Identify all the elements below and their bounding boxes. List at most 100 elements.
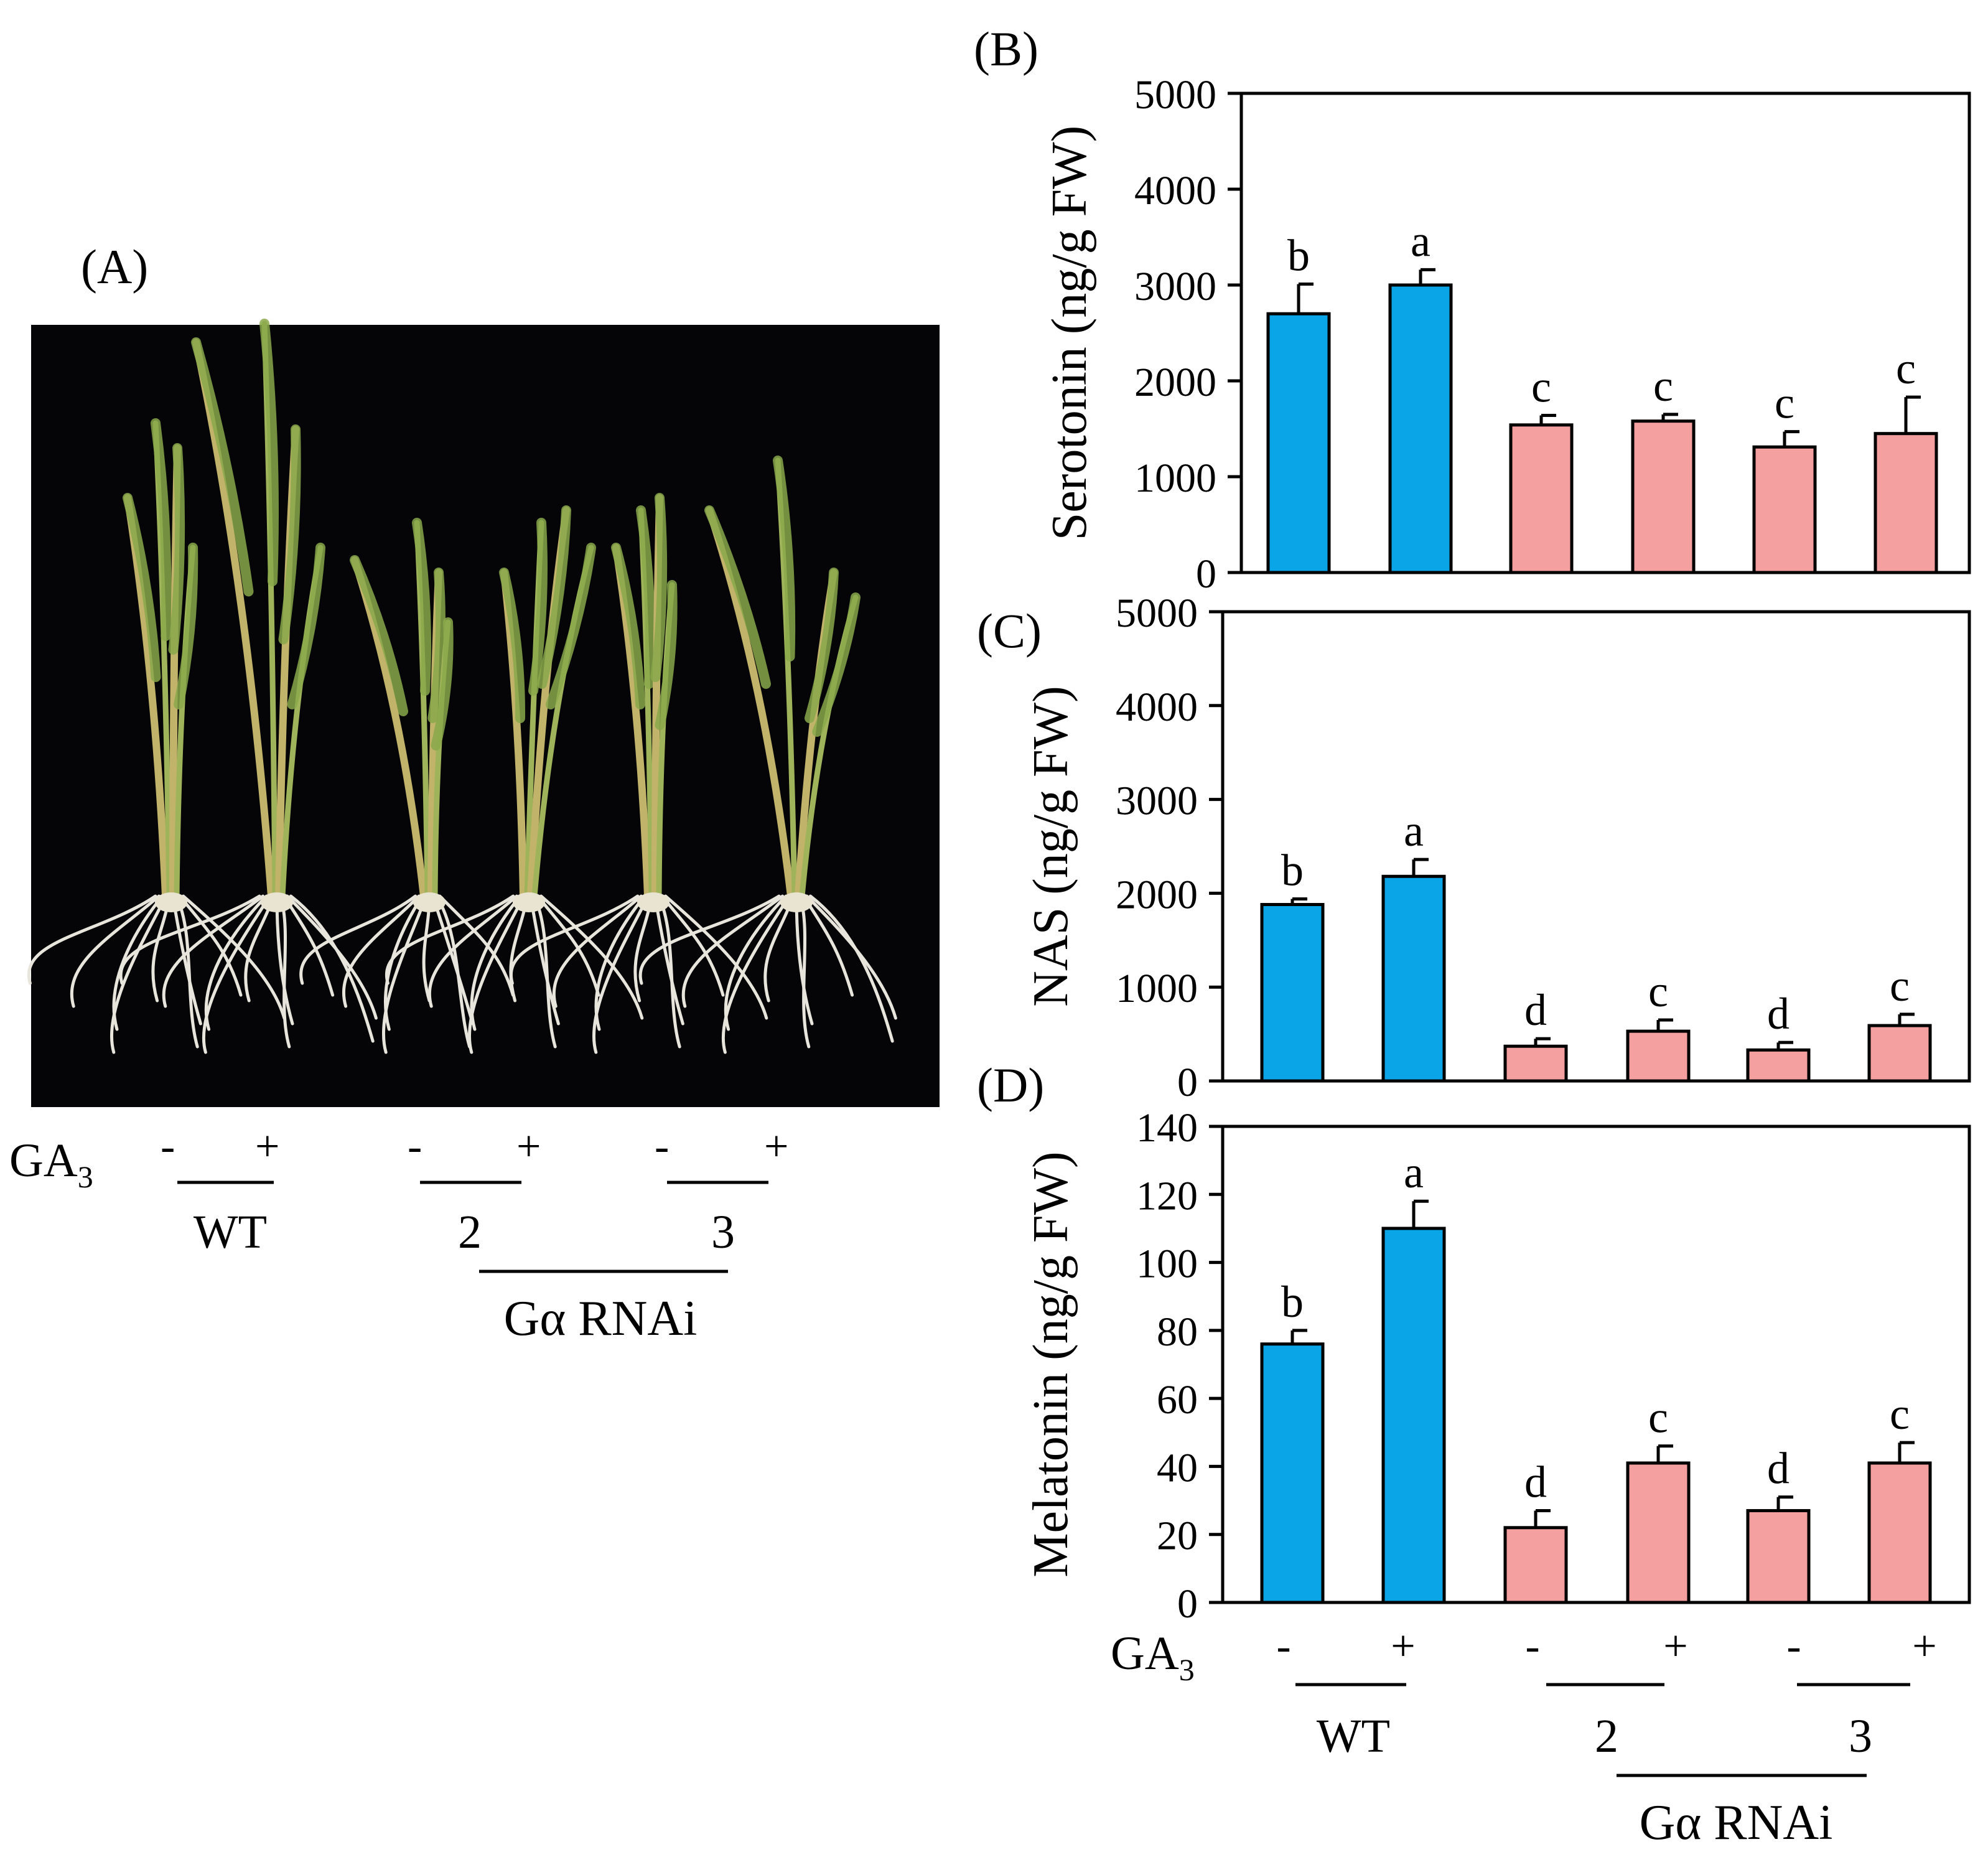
seedling (27, 418, 286, 1054)
y-tick-label: 3000 (1116, 779, 1198, 824)
significance-letter: b (1281, 845, 1304, 895)
y-axis-label: NAS (ng/g FW) (1024, 686, 1078, 1007)
significance-letter: d (1524, 1457, 1547, 1507)
x-sign-3: - (1525, 1622, 1539, 1670)
x-treatment-label: GA3 (1111, 1627, 1195, 1687)
bar (1503, 1526, 1568, 1604)
panel-a-minus-wt: - (161, 1123, 175, 1171)
bar (1626, 1461, 1691, 1604)
panel-a-plus-wt: + (255, 1123, 279, 1171)
panel-a-minus-3: - (655, 1123, 669, 1171)
bar (1260, 1342, 1325, 1604)
y-tick-label: 0 (1177, 1060, 1198, 1105)
significance-letter: b (1281, 1277, 1304, 1327)
y-tick-label: 80 (1157, 1309, 1198, 1355)
x-rnai-label: Gα RNAi (1640, 1795, 1833, 1850)
x-group-3: 3 (1849, 1710, 1872, 1762)
panel-a-group-3: 3 (711, 1206, 735, 1258)
y-tick-label: 4000 (1116, 685, 1198, 730)
significance-letter: c (1648, 1393, 1668, 1443)
x-sign-2: + (1391, 1622, 1415, 1670)
y-tick-label: 120 (1136, 1173, 1198, 1218)
panel-a-minus-2: - (408, 1123, 422, 1171)
significance-letter: c (1648, 966, 1668, 1016)
bar (1381, 1227, 1446, 1604)
seedling (119, 319, 378, 1054)
significance-letter: c (1775, 378, 1794, 428)
y-tick-label: 2000 (1116, 872, 1198, 917)
panel-a-label: (A) (81, 240, 148, 294)
panel-a-rnai-label: Gα RNAi (504, 1291, 698, 1346)
seedling (385, 505, 644, 1054)
x-axis-labels: GA3 - + - + - + WT 2 3 Gα RNAi (1111, 1622, 1937, 1850)
chart-serotonin: (B) 0 1000 2000 3000 4000 5000 Serotonin (ng/g … (974, 22, 1971, 597)
panel-a: (A) GA3 - + - + - + WT 2 3 Gα RNAi (9, 240, 940, 1346)
bar (1509, 423, 1574, 574)
significance-letter: b (1287, 230, 1310, 280)
bar (1746, 1048, 1811, 1083)
y-tick-label: 5000 (1134, 72, 1216, 118)
y-tick-label: 0 (1196, 551, 1216, 597)
plot-frame (1221, 1125, 1971, 1604)
bar (1503, 1044, 1568, 1083)
seedling (638, 456, 897, 1054)
bar (1626, 1029, 1691, 1083)
significance-letter: c (1890, 1389, 1910, 1439)
significance-letter: d (1524, 985, 1547, 1035)
significance-letter: d (1767, 1444, 1790, 1494)
y-tick-label: 1000 (1134, 456, 1216, 501)
significance-letter: c (1653, 361, 1673, 411)
y-axis-label: Serotonin (ng/g FW) (1042, 126, 1097, 541)
y-tick-label: 5000 (1116, 591, 1198, 636)
panel-a-plus-2: + (516, 1123, 541, 1171)
bar (1388, 283, 1453, 574)
significance-letter: c (1896, 344, 1916, 393)
panel-a-group-wt: WT (194, 1206, 267, 1258)
bar (1867, 1461, 1932, 1604)
panel-a-plus-3: + (764, 1123, 788, 1171)
panel-a-group-2: 2 (458, 1206, 482, 1258)
bar (1752, 445, 1817, 574)
significance-letter: c (1531, 362, 1551, 411)
seedling (509, 493, 768, 1054)
y-tick-label: 1000 (1116, 966, 1198, 1011)
seedling-photo (27, 319, 940, 1107)
x-sign-1: - (1276, 1622, 1290, 1670)
y-tick-label: 3000 (1134, 264, 1216, 309)
x-sign-6: + (1912, 1622, 1936, 1670)
bar (1874, 432, 1938, 574)
panel-label: (D) (977, 1058, 1044, 1112)
panel-label: (B) (974, 22, 1038, 76)
significance-letter: a (1411, 216, 1430, 266)
bar (1746, 1508, 1811, 1604)
plot-frame (1221, 610, 1971, 1083)
x-sign-5: - (1786, 1622, 1801, 1670)
y-axis-label: Melatonin (ng/g FW) (1024, 1151, 1078, 1577)
bar (1381, 874, 1446, 1083)
seedling (299, 518, 515, 1054)
x-group-2: 2 (1595, 1710, 1618, 1762)
bar (1266, 312, 1331, 574)
panel-a-treatment-label: GA3 (9, 1134, 93, 1194)
chart-melatonin: (D) 0 20 40 60 80 100 120 140 Melatonin (ng/g FW)… (977, 1058, 1971, 1627)
y-tick-label: 20 (1157, 1513, 1198, 1559)
bar (1867, 1024, 1932, 1083)
bar (1631, 419, 1696, 574)
chart-nas: (C) 0 1000 2000 3000 4000 5000 NAS (ng/g FW) b a d… (977, 591, 1971, 1105)
significance-letter: a (1404, 1148, 1424, 1197)
y-tick-label: 40 (1157, 1445, 1198, 1490)
x-sign-4: + (1663, 1622, 1687, 1670)
y-tick-label: 60 (1157, 1377, 1198, 1423)
x-group-wt: WT (1317, 1710, 1390, 1762)
seedlings-drawing (27, 319, 897, 1054)
y-tick-label: 2000 (1134, 360, 1216, 405)
y-tick-label: 0 (1177, 1581, 1198, 1627)
significance-letter: d (1767, 989, 1790, 1039)
plot-frame (1239, 91, 1971, 574)
significance-letter: c (1890, 961, 1910, 1011)
panel-label: (C) (977, 604, 1042, 658)
y-tick-label: 4000 (1134, 168, 1216, 213)
significance-letter: a (1404, 806, 1424, 856)
y-tick-label: 140 (1136, 1105, 1198, 1151)
